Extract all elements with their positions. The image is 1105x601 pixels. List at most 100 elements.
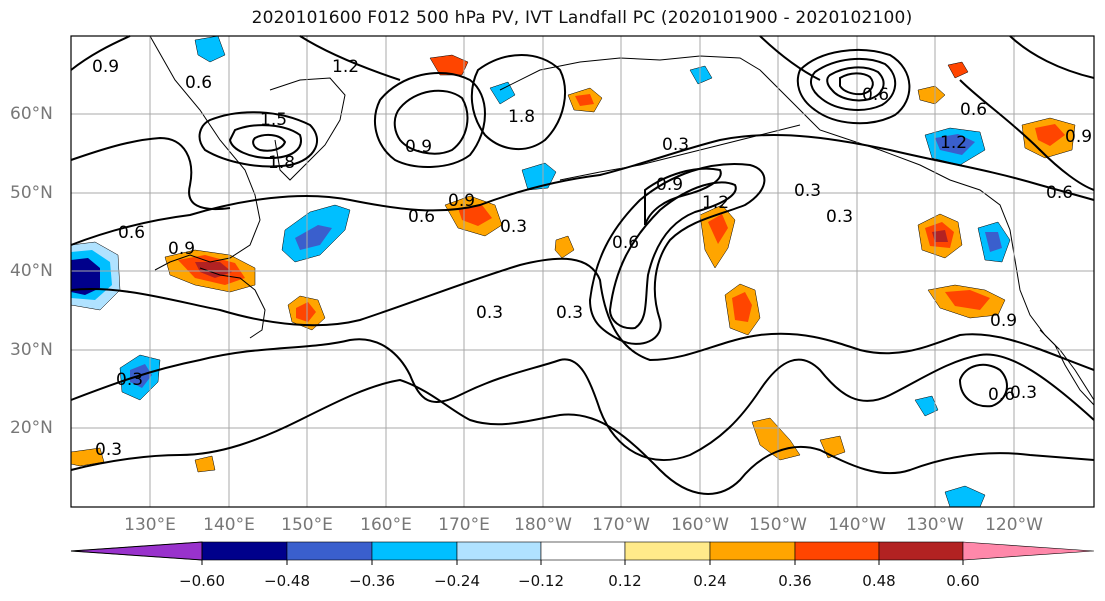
pv-contour	[299, 35, 401, 81]
negative-ivt-patch	[489, 81, 516, 105]
lon-label: 120°W	[985, 515, 1043, 535]
positive-ivt-patch	[917, 85, 946, 105]
asia-coastline	[149, 35, 261, 271]
colorbar-segment	[286, 541, 373, 561]
lon-label: 140°W	[828, 515, 886, 535]
pv-contour	[588, 163, 766, 345]
colorbar-left-arrow-outline	[70, 541, 203, 561]
colorbar-tick-label: 0.48	[862, 572, 896, 590]
positive-ivt-patch	[194, 455, 216, 473]
contour-label: 1.2	[332, 57, 359, 77]
contour-label: 0.6	[612, 233, 639, 253]
colorbar-segment	[624, 541, 711, 561]
lat-label-60n: 60°N	[10, 104, 53, 124]
pv-contour	[70, 133, 1095, 246]
pv-contour	[252, 133, 287, 152]
map-frame	[70, 35, 1095, 508]
contour-label: 1.8	[268, 153, 295, 173]
negative-ivt-patch	[944, 485, 986, 508]
pv-contour	[70, 378, 1095, 495]
contour-label: 0.9	[990, 311, 1017, 331]
colorbar-left-extension	[70, 541, 203, 561]
pv-contour	[644, 167, 722, 226]
colorbar-segment	[201, 541, 288, 561]
contour-label: 0.3	[95, 440, 122, 460]
contour-label: 0.3	[116, 370, 143, 390]
lon-label: 140°E	[203, 515, 255, 535]
contour-label: 0.9	[92, 57, 119, 77]
positive-ivt-patch	[732, 292, 752, 322]
pv-contour	[826, 66, 885, 102]
contour-label: 0.6	[118, 223, 145, 243]
positive-ivt-patch	[458, 205, 492, 226]
colorbar-tick-label: 0.36	[778, 572, 812, 590]
pv-contour	[70, 257, 1095, 371]
contour-label: 0.3	[662, 135, 689, 155]
colorbar	[70, 541, 1095, 565]
lon-label: 150°W	[749, 515, 807, 535]
pv-contour	[809, 57, 897, 111]
negative-ivt-patch	[71, 258, 100, 295]
positive-ivt-patch	[945, 290, 990, 310]
lat-label-30n: 30°N	[10, 340, 53, 360]
colorbar-tick-label: −0.60	[179, 572, 225, 590]
pv-contours	[70, 35, 1095, 495]
colorbar-tick-label: −0.36	[349, 572, 395, 590]
positive-ivt-patch	[1035, 124, 1065, 146]
contour-label: 1.2	[702, 193, 729, 213]
lat-label-40n: 40°N	[10, 261, 53, 281]
contour-label: 1.5	[260, 110, 287, 130]
contour-label: 0.6	[408, 207, 435, 227]
pv-contour	[228, 124, 302, 160]
contour-label: 0.6	[862, 85, 889, 105]
positive-ivt-patch	[296, 302, 316, 322]
contour-label: 0.3	[556, 303, 583, 323]
pv-contour	[796, 49, 911, 125]
pv-contour	[70, 35, 131, 71]
contour-label: 0.9	[448, 191, 475, 211]
pv-contour	[1009, 35, 1095, 79]
pv-contour	[608, 181, 737, 330]
colorbar-segment	[540, 541, 626, 561]
colorbar-segments	[70, 541, 1095, 565]
contour-label: 0.9	[405, 137, 432, 157]
contour-labels: 0.9 0.6 1.2 1.5 1.8 0.9 1.8 0.3 0.6 0.9 …	[92, 57, 1092, 460]
pv-contour	[198, 111, 319, 168]
pv-contour	[839, 72, 874, 96]
lon-label: 170°W	[592, 515, 650, 535]
pv-contour	[374, 72, 486, 168]
lon-label: 130°W	[906, 515, 964, 535]
map-gridlines	[71, 36, 1094, 507]
negative-ivt-patch	[521, 162, 557, 191]
lon-label: 130°E	[124, 515, 176, 535]
colorbar-tick-label: −0.24	[434, 572, 480, 590]
negative-ivt-patch	[194, 35, 226, 63]
pv-contour	[959, 79, 1095, 191]
colorbar-segment	[371, 541, 458, 561]
contour-label: 0.9	[168, 239, 195, 259]
contour-label: 0.9	[1065, 127, 1092, 147]
colorbar-segment	[456, 541, 542, 561]
alaska-coastline	[499, 55, 881, 151]
positive-ivt-patch	[947, 61, 969, 79]
pv-contour	[958, 363, 1008, 408]
lon-label: 170°E	[438, 515, 490, 535]
contour-label: 0.3	[1010, 383, 1037, 403]
contour-label: 0.3	[476, 303, 503, 323]
lon-label: 160°E	[360, 515, 412, 535]
pv-contour	[393, 89, 469, 155]
pv-contour	[759, 35, 821, 81]
negative-ivt-patch	[985, 232, 1002, 252]
lat-label-50n: 50°N	[10, 183, 53, 203]
positive-ivt-patch	[708, 214, 728, 244]
negative-ivt-patch	[914, 395, 939, 417]
contour-label: 0.6	[185, 73, 212, 93]
baja-coastline	[1039, 329, 1095, 406]
colorbar-segment	[709, 541, 796, 561]
contour-label: 1.8	[508, 107, 535, 127]
contour-label: 0.6	[988, 385, 1015, 405]
colorbar-segment	[878, 541, 964, 561]
contour-label: 0.3	[826, 207, 853, 227]
colorbar-tick-label: 0.12	[608, 572, 642, 590]
